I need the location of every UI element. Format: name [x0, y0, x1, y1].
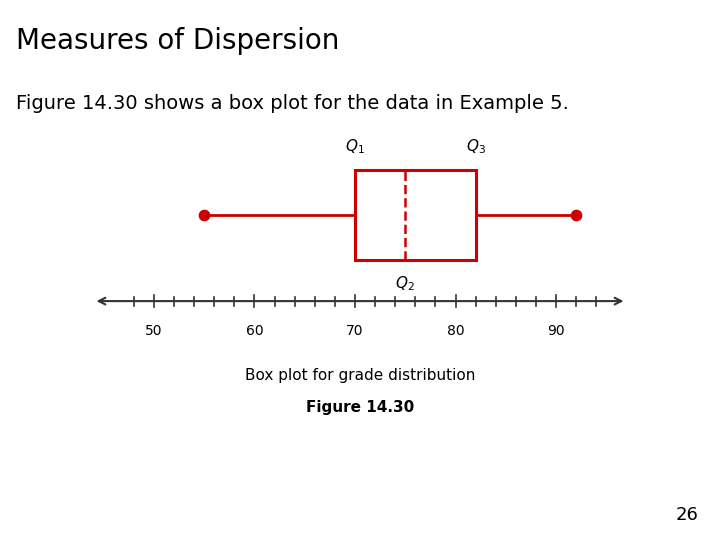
Text: $Q_1$: $Q_1$ [345, 137, 365, 156]
Text: $Q_3$: $Q_3$ [466, 137, 485, 156]
Text: $Q_2$: $Q_2$ [395, 274, 415, 293]
Text: 60: 60 [246, 324, 264, 338]
Bar [355, 170, 476, 260]
Text: 80: 80 [446, 324, 464, 338]
Text: 90: 90 [547, 324, 565, 338]
Text: Measures of Dispersion: Measures of Dispersion [16, 26, 339, 55]
Text: Box plot for grade distribution: Box plot for grade distribution [245, 368, 475, 383]
Point [199, 211, 210, 219]
Point [570, 211, 582, 219]
Text: 26: 26 [675, 506, 698, 524]
Text: Figure 14.30 shows a box plot for the data in Example 5.: Figure 14.30 shows a box plot for the da… [16, 94, 569, 113]
Text: 50: 50 [145, 324, 163, 338]
Text: Figure 14.30: Figure 14.30 [306, 400, 414, 415]
Text: 70: 70 [346, 324, 364, 338]
